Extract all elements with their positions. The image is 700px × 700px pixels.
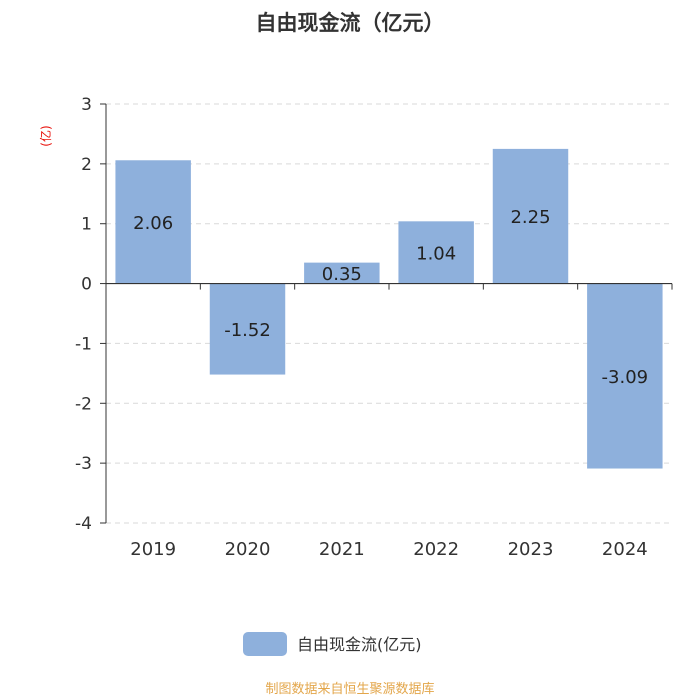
bar[interactable] <box>398 221 474 284</box>
x-axis: 2019 2020 2021 2022 2023 2024 <box>105 282 673 560</box>
data-label: -3.09 <box>602 367 649 388</box>
chart-title: 自由现金流（亿元） <box>256 11 445 35</box>
x-tick-label: 2020 <box>225 539 271 560</box>
x-tick-label: 2024 <box>602 539 648 560</box>
data-label: 1.04 <box>416 243 456 264</box>
y-tick-label: -2 <box>75 394 92 414</box>
bar[interactable] <box>115 160 191 284</box>
gridlines <box>106 103 672 524</box>
y-unit-label: (亿) <box>38 125 53 146</box>
y-tick-label: 1 <box>81 215 92 235</box>
legend-label: 自由现金流(亿元) <box>297 635 422 654</box>
y-tick-label: 3 <box>81 95 92 115</box>
x-tick-label: 2023 <box>508 539 554 560</box>
y-axis: 3 2 1 0 -1 -2 -3 -4 <box>75 95 107 534</box>
legend[interactable]: 自由现金流(亿元) <box>243 632 422 656</box>
bar[interactable] <box>492 148 569 284</box>
legend-swatch <box>243 632 287 656</box>
x-tick-label: 2021 <box>319 539 365 560</box>
x-tick-label: 2019 <box>130 539 176 560</box>
data-label: 2.25 <box>510 207 550 228</box>
x-tick-label: 2022 <box>413 539 459 560</box>
bars <box>115 148 663 469</box>
y-tick-label: -1 <box>75 334 92 354</box>
data-label: -1.52 <box>224 320 271 341</box>
data-labels: 2.06 -1.52 0.35 1.04 2.25 -3.09 <box>133 207 648 388</box>
bar[interactable] <box>587 283 663 469</box>
y-tick-label: -3 <box>75 454 92 474</box>
bar[interactable] <box>209 283 286 375</box>
bar[interactable] <box>304 262 380 284</box>
source-note: 制图数据来自恒生聚源数据库 <box>265 681 434 697</box>
y-tick-label: 2 <box>81 155 92 175</box>
y-tick-label: -4 <box>75 514 92 534</box>
data-label: 0.35 <box>322 264 362 285</box>
data-label: 2.06 <box>133 213 173 234</box>
y-tick-label: 0 <box>81 275 92 295</box>
